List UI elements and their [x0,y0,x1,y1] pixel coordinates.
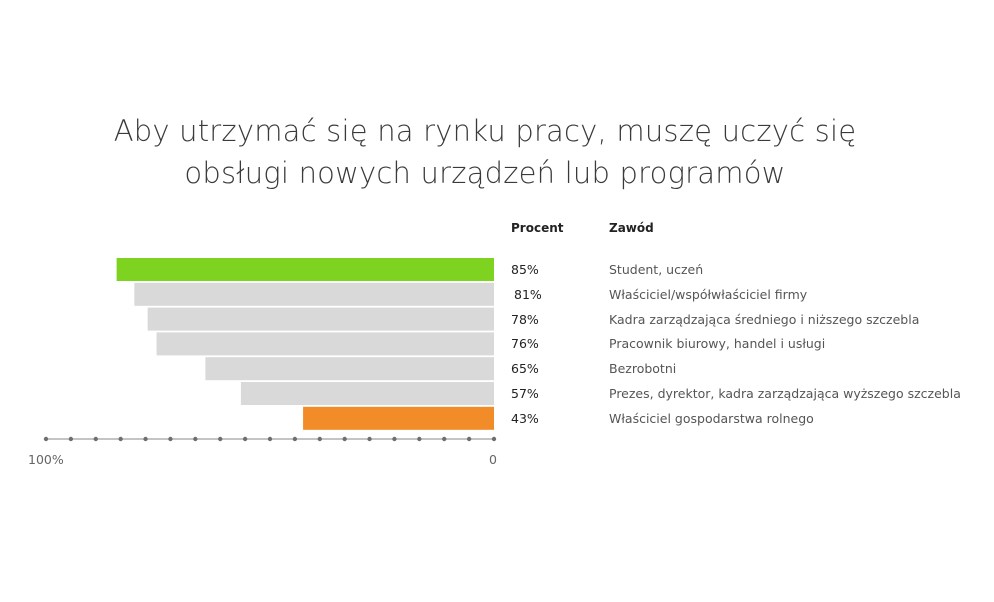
axis-tick-dot [93,436,98,442]
chart-title: Aby utrzymać się na rynku pracy, muszę u… [0,110,970,194]
value-label-2: 81% [514,286,542,302]
category-label-5: Bezrobotni [609,361,677,377]
axis-tick-dot [193,436,198,442]
axis-tick-dot [242,436,248,442]
chart-title-line-2: obsługi nowych urządzeń lub programów [184,156,786,190]
bar-6 [240,382,494,405]
value-label-5: 65% [511,361,539,377]
value-label-4: 76% [511,336,539,352]
value-label-3: 78% [511,311,539,327]
axis-tick-dot [118,436,123,442]
axis-tick-dot [442,436,447,442]
value-label-6: 57% [511,386,539,401]
category-label-7: Właściciel gospodarstwa rolnego [609,410,814,426]
category-label-6: Prezes, dyrektor, kadra zarządzająca wyż… [609,386,961,401]
axis-tick-dot [317,436,322,442]
category-label-3: Kadra zarządzająca średniego i niższego … [609,311,920,327]
axis-tick-dot [218,436,223,442]
bar-7 [303,406,494,430]
category-label-4: Pracownik biurowy, handel i usługi [609,336,826,352]
axis-tick-dot [168,436,173,442]
axis-tick-dot [392,436,397,442]
axis-tick-dot [367,436,372,442]
axis-tick-dot [491,436,497,442]
axis-tick-dot [267,436,273,442]
axis-tick-dot [292,436,298,442]
axis-tick-dot [342,436,347,442]
value-label-7: 43% [511,410,539,426]
occupation-column-header: Zawód [609,221,654,235]
bar-4 [156,332,494,356]
axis-tick-dot [466,436,472,442]
axis-min-label: 0 [489,452,497,467]
chart-title-line-1: Aby utrzymać się na rynku pracy, muszę u… [113,114,857,148]
percent-column-header: Procent [511,221,564,235]
axis-tick-dot [143,436,148,442]
category-label-2: Właściciel/współwłaściciel firmy [609,286,808,302]
bar-1 [116,258,494,281]
axis-tick-dot [68,436,74,442]
axis-tick-dot [43,436,49,442]
bar-2 [134,282,495,306]
value-label-1: 85% [511,262,539,277]
axis-tick-dot [417,436,422,442]
axis-max-label: 100% [28,452,64,467]
category-label-1: Student, uczeń [609,262,704,277]
bar-3 [147,307,494,331]
bar-5 [205,357,494,381]
